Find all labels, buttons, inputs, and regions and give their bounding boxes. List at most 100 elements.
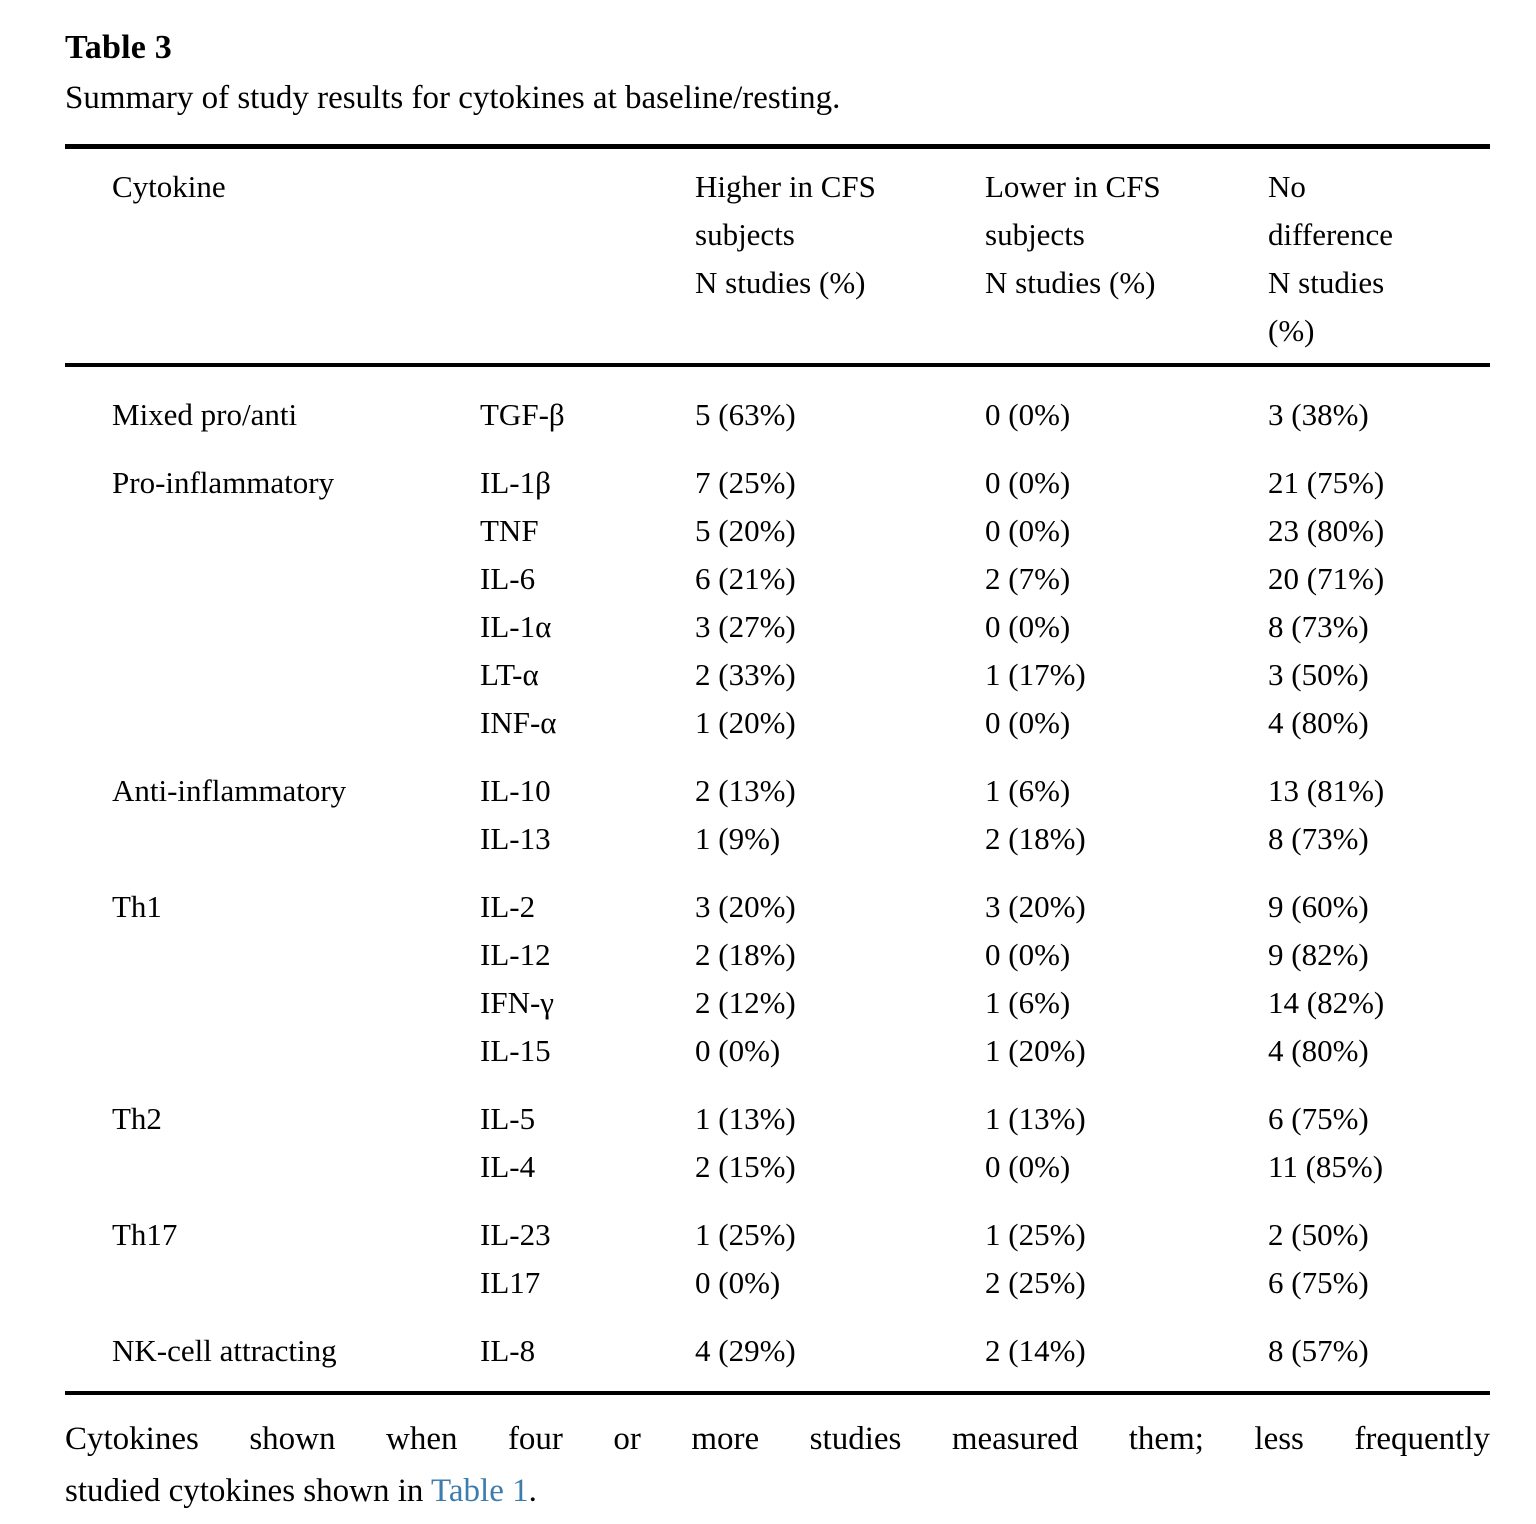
lower-cell: 0 (0%) (985, 1149, 1071, 1184)
table-row: Th1 IL-2 3 (20%) 3 (20%) 9 (60%) (65, 883, 1490, 931)
category-cell (112, 507, 480, 555)
header-nodiff-line3: N studies (1268, 265, 1385, 300)
higher-cell: 1 (9%) (695, 821, 781, 856)
no-difference-cell: 9 (82%) (1268, 937, 1369, 972)
no-difference-cell: 8 (73%) (1268, 821, 1369, 856)
header-no-difference: No difference N studies (%) (1268, 163, 1490, 355)
higher-cell: 2 (15%) (695, 1149, 796, 1184)
no-difference-cell: 9 (60%) (1268, 889, 1369, 924)
higher-cell: 2 (13%) (695, 773, 796, 808)
no-difference-cell: 13 (81%) (1268, 773, 1385, 808)
no-difference-cell: 2 (50%) (1268, 1217, 1369, 1252)
category-cell (112, 651, 480, 699)
footnote-line2-period: . (528, 1473, 537, 1509)
cytokine-cell: IL-5 (480, 1101, 536, 1136)
no-difference-cell: 3 (50%) (1268, 657, 1369, 692)
higher-cell: 2 (12%) (695, 985, 796, 1020)
lower-cell: 0 (0%) (985, 937, 1071, 972)
lower-cell: 0 (0%) (985, 397, 1071, 432)
category-cell (112, 1259, 480, 1307)
higher-cell: 5 (63%) (695, 397, 796, 432)
category-cell (112, 699, 480, 747)
table-header-row: Cytokine Higher in CFS subjects N studie… (65, 149, 1490, 363)
lower-cell: 1 (20%) (985, 1033, 1086, 1068)
lower-cell: 2 (18%) (985, 821, 1086, 856)
lower-cell: 0 (0%) (985, 609, 1071, 644)
no-difference-cell: 23 (80%) (1268, 513, 1385, 548)
table-row: Mixed pro/anti TGF-β 5 (63%) 0 (0%) 3 (3… (65, 391, 1490, 439)
cytokine-cell: IL-2 (480, 889, 536, 924)
higher-cell: 6 (21%) (695, 561, 796, 596)
footnote-line2: studied cytokines shown in Table 1. (65, 1465, 1490, 1517)
lower-cell: 1 (13%) (985, 1101, 1086, 1136)
footnote-line2-text: studied cytokines shown in (65, 1473, 432, 1509)
table-footnote: Cytokines shown when four or more studie… (65, 1413, 1490, 1517)
higher-cell: 7 (25%) (695, 465, 796, 500)
cytokine-cell: IL-15 (480, 1033, 551, 1068)
cytokine-cell: IL-1α (480, 609, 552, 644)
header-lower-line1: Lower in CFS (985, 169, 1161, 204)
category-cell (112, 1143, 480, 1191)
category-cell (112, 555, 480, 603)
table-content: Table 3 Summary of study results for cyt… (65, 0, 1490, 1395)
lower-cell: 2 (14%) (985, 1333, 1086, 1368)
category-cell: Th17 (112, 1217, 178, 1252)
higher-cell: 2 (18%) (695, 937, 796, 972)
group-nk-cell-attracting: NK-cell attracting IL-8 4 (29%) 2 (14%) … (65, 1327, 1490, 1375)
category-cell (112, 979, 480, 1027)
higher-cell: 0 (0%) (695, 1265, 781, 1300)
table-row: TNF 5 (20%) 0 (0%) 23 (80%) (65, 507, 1490, 555)
group-th17: Th17 IL-23 1 (25%) 1 (25%) 2 (50%) IL17 … (65, 1211, 1490, 1307)
table-caption: Summary of study results for cytokines a… (65, 80, 841, 116)
higher-cell: 5 (20%) (695, 513, 796, 548)
header-higher: Higher in CFS subjects N studies (%) (695, 163, 985, 355)
footnote-line1: Cytokines shown when four or more studie… (65, 1421, 1490, 1457)
header-lower-line2: subjects (985, 217, 1085, 252)
table-row: Pro-inflammatory IL-1β 7 (25%) 0 (0%) 21… (65, 459, 1490, 507)
table-row: IL-15 0 (0%) 1 (20%) 4 (80%) (65, 1027, 1490, 1075)
table-row: Th17 IL-23 1 (25%) 1 (25%) 2 (50%) (65, 1211, 1490, 1259)
category-cell: Pro-inflammatory (112, 465, 335, 500)
header-higher-line2: subjects (695, 217, 795, 252)
table-row: IFN-γ 2 (12%) 1 (6%) 14 (82%) (65, 979, 1490, 1027)
higher-cell: 1 (13%) (695, 1101, 796, 1136)
lower-cell: 2 (25%) (985, 1265, 1086, 1300)
table-1-link[interactable]: Table 1 (431, 1473, 529, 1509)
header-nodiff-line1: No (1268, 169, 1306, 204)
cytokine-cell: IL-1β (480, 465, 551, 500)
no-difference-cell: 4 (80%) (1268, 1033, 1369, 1068)
table-body: Mixed pro/anti TGF-β 5 (63%) 0 (0%) 3 (3… (65, 367, 1490, 1391)
lower-cell: 2 (7%) (985, 561, 1071, 596)
category-cell: Th2 (112, 1101, 162, 1136)
higher-cell: 0 (0%) (695, 1033, 781, 1068)
cytokine-cell: IL17 (480, 1265, 541, 1300)
top-rule (65, 144, 1490, 149)
header-higher-line3: N studies (%) (695, 265, 866, 300)
lower-cell: 0 (0%) (985, 705, 1071, 740)
category-cell (112, 1027, 480, 1075)
lower-cell: 1 (25%) (985, 1217, 1086, 1252)
category-cell (112, 603, 480, 651)
table-row: NK-cell attracting IL-8 4 (29%) 2 (14%) … (65, 1327, 1490, 1375)
category-cell: Mixed pro/anti (112, 397, 298, 432)
table-row: Anti-inflammatory IL-10 2 (13%) 1 (6%) 1… (65, 767, 1490, 815)
table-row: IL-4 2 (15%) 0 (0%) 11 (85%) (65, 1143, 1490, 1191)
category-cell (112, 931, 480, 979)
header-spacer (480, 163, 695, 355)
no-difference-cell: 4 (80%) (1268, 705, 1369, 740)
no-difference-cell: 6 (75%) (1268, 1101, 1369, 1136)
group-mixed-pro-anti: Mixed pro/anti TGF-β 5 (63%) 0 (0%) 3 (3… (65, 391, 1490, 439)
cytokine-cell: IL-13 (480, 821, 551, 856)
cytokine-cell: INF-α (480, 705, 557, 740)
group-pro-inflammatory: Pro-inflammatory IL-1β 7 (25%) 0 (0%) 21… (65, 459, 1490, 747)
category-cell: NK-cell attracting (112, 1333, 337, 1368)
cytokine-cell: IL-8 (480, 1333, 536, 1368)
no-difference-cell: 3 (38%) (1268, 397, 1369, 432)
higher-cell: 1 (25%) (695, 1217, 796, 1252)
higher-cell: 1 (20%) (695, 705, 796, 740)
no-difference-cell: 11 (85%) (1268, 1149, 1384, 1184)
header-nodiff-line4: (%) (1268, 313, 1315, 348)
category-cell (112, 815, 480, 863)
cytokine-cell: IL-23 (480, 1217, 551, 1252)
